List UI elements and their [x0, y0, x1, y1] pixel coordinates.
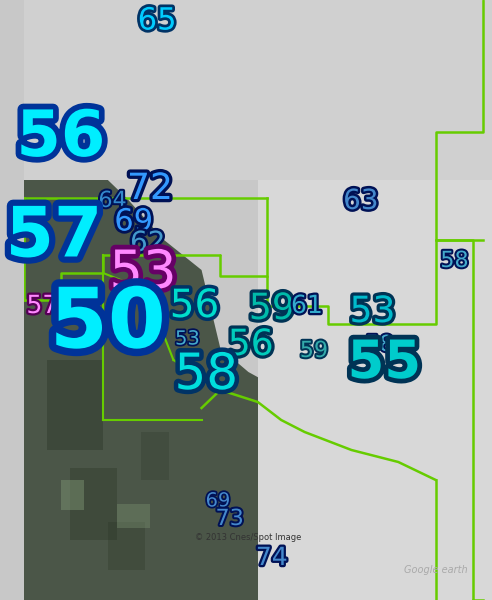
Bar: [61, 480, 85, 510]
Text: 62: 62: [130, 229, 165, 257]
Text: 57: 57: [27, 294, 58, 318]
Text: 58: 58: [175, 351, 238, 399]
Text: © 2013 Cnes/Spot Image: © 2013 Cnes/Spot Image: [195, 533, 302, 541]
Text: 58: 58: [440, 251, 469, 271]
Text: 69: 69: [206, 491, 230, 511]
Text: 59: 59: [300, 341, 328, 361]
Bar: [70, 468, 117, 540]
Text: 58: 58: [366, 335, 394, 355]
Text: 61: 61: [291, 294, 323, 318]
Bar: [117, 504, 150, 528]
Polygon shape: [24, 180, 281, 600]
Text: 72: 72: [127, 172, 173, 206]
Text: 53: 53: [175, 329, 200, 349]
Text: 53: 53: [109, 247, 177, 299]
Text: 56: 56: [228, 328, 274, 362]
Bar: [24, 0, 492, 180]
Text: 57: 57: [6, 203, 102, 271]
Text: 56: 56: [16, 107, 106, 169]
Text: 63: 63: [343, 187, 378, 215]
Bar: [47, 360, 103, 450]
Text: 50: 50: [50, 283, 166, 364]
Text: Google earth: Google earth: [404, 565, 467, 575]
Bar: [258, 180, 492, 600]
Text: 69: 69: [114, 208, 153, 236]
Text: 53: 53: [349, 295, 396, 329]
Text: 56: 56: [170, 287, 219, 325]
Text: 74: 74: [256, 546, 288, 570]
Text: 65: 65: [138, 7, 177, 35]
Text: 64: 64: [98, 191, 126, 211]
Text: 73: 73: [215, 509, 244, 529]
Text: 55: 55: [348, 337, 421, 389]
Bar: [141, 432, 169, 480]
Text: 59: 59: [249, 292, 295, 326]
Bar: [108, 522, 145, 570]
